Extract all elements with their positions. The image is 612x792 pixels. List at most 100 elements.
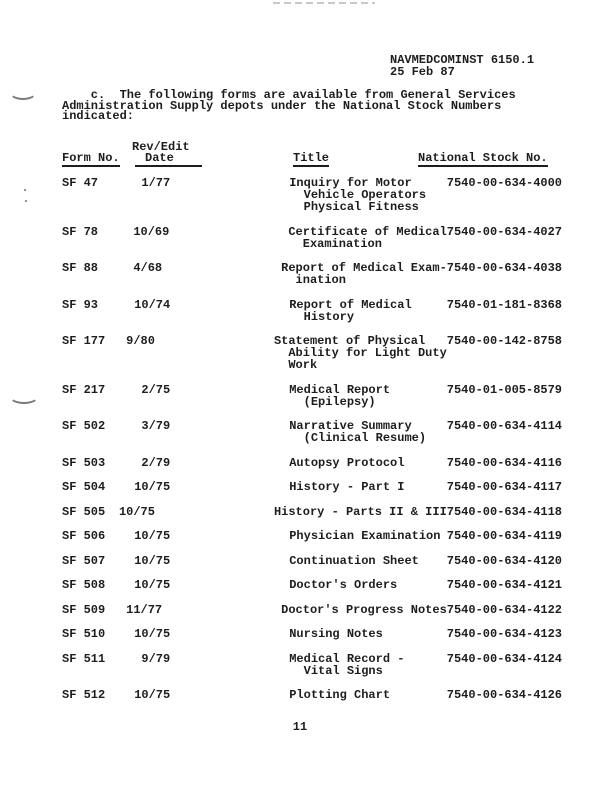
- page-number: 11: [292, 720, 308, 734]
- title-line: Statement of Physical: [273, 334, 426, 348]
- form-no-cell: SF 508: [62, 578, 106, 592]
- stock-no-cell: 7540-00-634-4119: [446, 529, 562, 543]
- stock-no-cell: 7540-00-634-4123: [446, 627, 562, 641]
- title-line: ination: [281, 273, 346, 287]
- title-line: Report of Medical: [289, 297, 412, 312]
- stock-no-cell: 7540-00-634-4126: [446, 688, 562, 702]
- stock-no-cell: 7540-01-181-8368: [446, 297, 562, 312]
- table-row: SF 510 10/75 Nursing Notes 7540-00-634-4…: [62, 628, 562, 640]
- form-no-cell: SF 78: [62, 224, 99, 239]
- title-line: Inquiry for Motor: [289, 176, 412, 190]
- rev-date-cell: 10/75: [134, 578, 171, 592]
- title-line: Autopsy Protocol: [289, 455, 405, 470]
- form-no-cell: SF 507: [62, 553, 106, 568]
- stock-no-cell: 7540-00-634-4114: [446, 419, 562, 433]
- form-no-cell: SF 509: [62, 602, 106, 617]
- rev-date-cell: 10/75: [118, 504, 155, 519]
- stock-no-cell: 7540-00-142-8758: [446, 334, 562, 348]
- form-no-cell: SF 88: [62, 261, 99, 275]
- table-row: SF 506 10/75 Physician Examination 7540-…: [62, 530, 562, 542]
- title-line: Nursing Notes: [289, 627, 383, 641]
- table-row: SF 93 10/74 Report of Medical History 75…: [62, 299, 562, 323]
- title-cell: Physician Examination: [289, 530, 447, 542]
- column-header-rev-edit-date: Date: [135, 152, 202, 167]
- rev-date-cell: 9/79: [141, 651, 171, 666]
- title-cell: Inquiry for Motor Vehicle Operators Phys…: [289, 177, 447, 213]
- title-line: Vehicle Operators: [289, 188, 427, 202]
- stock-no-cell: 7540-00-634-4117: [446, 480, 562, 494]
- rev-date-cell: 4/68: [133, 261, 163, 275]
- document-identifier: NAVMEDCOMINST 6150.1 25 Feb 87: [390, 53, 535, 79]
- title-line: Medical Record -: [289, 651, 405, 666]
- table-row: SF 88 4/68 Report of Medical Exam- inati…: [62, 262, 562, 286]
- form-no-cell: SF 93: [62, 297, 99, 312]
- table-row: SF 508 10/75 Doctor's Orders 7540-00-634…: [62, 579, 562, 591]
- title-cell: Doctor's Progress Notes: [281, 604, 447, 616]
- intro-paragraph: c. The following forms are available fro…: [62, 88, 516, 122]
- title-line: Report of Medical Exam-: [281, 261, 447, 275]
- form-no-cell: SF 503: [62, 455, 106, 470]
- title-cell: Report of Medical Exam- ination: [281, 262, 447, 286]
- title-cell: Report of Medical History: [289, 299, 447, 323]
- form-no-cell: SF 177: [62, 334, 106, 348]
- table-row: SF 177 9/80 Statement of Physical Abilit…: [62, 335, 562, 371]
- rev-date-cell: 1/77: [141, 176, 171, 190]
- rev-date-cell: 11/77: [126, 602, 163, 617]
- rev-date-cell: 3/79: [141, 419, 171, 433]
- title-line: History - Part I: [289, 480, 405, 494]
- rev-date-cell: 10/75: [134, 553, 171, 568]
- title-line: Certificate of Medical: [288, 224, 447, 239]
- title-cell: Narrative Summary (Clinical Resume): [289, 420, 447, 444]
- table-row: SF 505 10/75 History - Parts II & III 75…: [62, 506, 562, 518]
- form-no-cell: SF 511: [62, 651, 106, 666]
- column-header-title: Title: [293, 151, 330, 167]
- column-header-national-stock-no: National Stock No.: [418, 152, 548, 167]
- title-line: Work: [273, 358, 318, 372]
- document-number: NAVMEDCOMINST 6150.1: [390, 53, 535, 67]
- table-row: SF 502 3/79 Narrative Summary (Clinical …: [62, 420, 562, 444]
- title-cell: Statement of Physical Ability for Light …: [274, 335, 447, 371]
- title-line: Doctor's Progress Notes: [281, 602, 447, 617]
- rev-date-cell: 2/79: [141, 455, 171, 470]
- title-line: Vital Signs: [289, 663, 383, 678]
- scan-artifact-arc-upper: [9, 84, 37, 100]
- table-row: SF 217 2/75 Medical Report (Epilepsy) 75…: [62, 384, 562, 408]
- title-line: History - Parts II & III: [273, 504, 447, 519]
- rev-date-cell: 10/75: [134, 627, 171, 641]
- column-header-form-no-text: Form No.: [62, 151, 120, 167]
- title-cell: Certificate of Medical Examination: [288, 226, 446, 250]
- column-header-form-no: Form No.: [62, 152, 120, 167]
- title-line: Continuation Sheet: [289, 553, 419, 568]
- title-cell: Medical Report (Epilepsy): [289, 384, 447, 408]
- stock-no-cell: 7540-00-634-4038: [446, 261, 562, 275]
- form-no-cell: SF 504: [62, 480, 106, 494]
- forms-table-rows: SF 47 1/77 Inquiry for Motor Vehicle Ope…: [62, 177, 562, 714]
- title-line: History: [289, 309, 355, 324]
- stock-no-cell: 7540-00-634-4121: [446, 578, 562, 592]
- title-cell: Autopsy Protocol: [289, 457, 447, 469]
- table-row: SF 504 10/75 History - Part I 7540-00-63…: [62, 481, 562, 493]
- stock-no-cell: 7540-00-634-4120: [446, 553, 562, 568]
- column-header-title-text: Title: [293, 151, 330, 167]
- form-no-cell: SF 217: [62, 382, 106, 397]
- stock-no-cell: 7540-00-634-4118: [446, 504, 562, 519]
- rev-date-cell: 9/80: [126, 334, 155, 348]
- column-header-rev-edit-top: Rev/Edit: [132, 140, 190, 154]
- form-no-cell: SF 510: [62, 627, 106, 641]
- title-line: (Clinical Resume): [289, 431, 427, 445]
- rev-date-cell: 10/75: [134, 529, 171, 543]
- title-cell: Plotting Chart: [289, 689, 447, 701]
- stock-no-cell: 7540-00-634-4124: [446, 651, 562, 666]
- title-cell: Continuation Sheet: [289, 555, 447, 567]
- form-no-cell: SF 47: [62, 176, 99, 190]
- stock-no-cell: 7540-01-005-8579: [446, 382, 562, 397]
- table-row: SF 503 2/79 Autopsy Protocol 7540-00-634…: [62, 457, 562, 469]
- intro-line-1: c. The following forms are available fro…: [62, 88, 516, 102]
- scan-artifact-arc-lower: [9, 388, 39, 404]
- table-row: SF 512 10/75 Plotting Chart 7540-00-634-…: [62, 689, 562, 701]
- document-date: 25 Feb 87: [390, 64, 455, 79]
- column-header-national-stock-no-text: National Stock No.: [418, 151, 548, 167]
- title-cell: History - Parts II & III: [274, 506, 447, 518]
- form-no-cell: SF 505: [62, 504, 106, 519]
- intro-line-2: Administration Supply depots under the N…: [62, 98, 502, 113]
